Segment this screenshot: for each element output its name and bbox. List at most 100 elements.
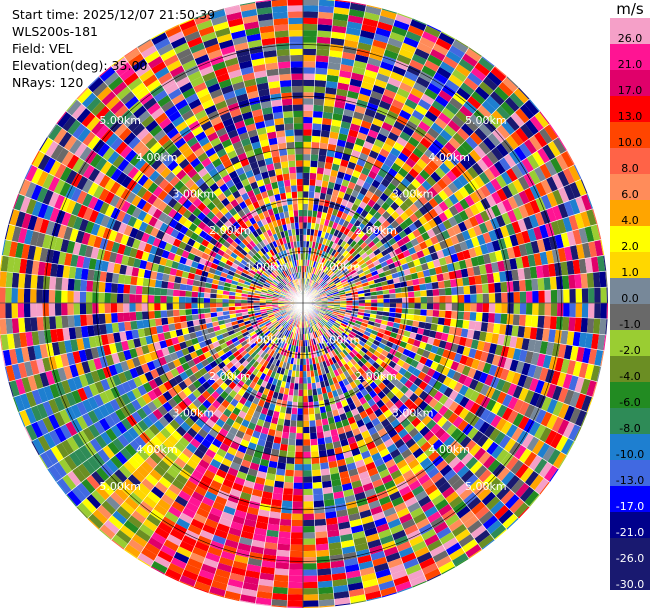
radar-gate xyxy=(435,363,445,374)
radar-gate xyxy=(437,373,447,384)
radar-gate xyxy=(323,168,332,176)
radar-gate xyxy=(448,216,458,227)
radar-gate xyxy=(282,494,293,502)
radar-gate xyxy=(355,246,363,254)
radar-gate xyxy=(477,487,492,502)
radar-gate xyxy=(500,248,510,261)
radar-gate xyxy=(331,314,338,319)
radar-gate xyxy=(459,487,474,501)
radar-gate xyxy=(303,203,309,211)
radar-gate xyxy=(303,433,311,440)
radar-gate xyxy=(586,272,595,289)
radar-gate xyxy=(344,314,351,319)
radar-gate xyxy=(430,361,439,371)
radar-gate xyxy=(313,292,319,297)
radar-gate xyxy=(438,32,455,46)
radar-gate xyxy=(439,464,453,477)
radar-gate xyxy=(545,341,555,356)
radar-gate xyxy=(443,124,457,137)
radar-gate xyxy=(415,362,425,372)
radar-gate xyxy=(426,303,434,310)
radar-gate xyxy=(563,405,576,422)
radar-gate xyxy=(541,396,552,412)
radar-gate xyxy=(307,203,314,211)
radar-gate xyxy=(360,278,368,284)
radar-gate xyxy=(352,66,366,76)
radar-gate xyxy=(376,232,385,241)
radar-gate xyxy=(272,586,289,595)
radar-gate xyxy=(322,238,328,246)
radar-gate xyxy=(271,599,288,607)
radar-gate xyxy=(326,269,333,276)
radar-gate xyxy=(361,217,370,226)
radar-gate xyxy=(338,165,348,174)
radar-gate xyxy=(48,303,56,317)
radar-gate xyxy=(441,174,453,186)
radar-gate xyxy=(332,157,342,166)
radar-gate xyxy=(417,98,432,111)
radar-gate xyxy=(178,303,186,310)
radar-gate xyxy=(485,181,497,195)
radar-gate xyxy=(442,185,454,198)
radar-gate xyxy=(523,326,532,339)
radar-gate xyxy=(474,245,483,257)
radar-gate xyxy=(506,346,516,360)
radar-gate xyxy=(403,197,414,208)
radar-gate xyxy=(316,549,330,557)
radar-gate xyxy=(311,463,321,471)
radar-gate xyxy=(486,150,499,165)
radar-gate xyxy=(481,491,496,506)
radar-gate xyxy=(330,37,345,46)
radar-gate xyxy=(303,371,307,378)
radar-gate xyxy=(444,255,453,265)
radar-gate xyxy=(575,393,587,410)
radar-gate xyxy=(336,231,344,239)
radar-gate xyxy=(443,279,452,289)
radar-gate xyxy=(203,297,211,303)
radar-gate xyxy=(474,200,486,213)
radar-gate xyxy=(498,509,514,525)
radar-gate xyxy=(426,289,434,297)
radar-gate xyxy=(469,311,477,322)
radar-gate xyxy=(407,260,416,269)
radar-gate xyxy=(467,367,477,379)
radar-gate xyxy=(327,308,334,311)
radar-gate xyxy=(544,160,558,177)
radar-gate xyxy=(350,365,358,374)
radar-gate xyxy=(298,377,303,384)
radar-gate xyxy=(314,261,319,269)
radar-gate xyxy=(303,439,311,446)
radar-gate xyxy=(481,56,495,67)
radar-gate xyxy=(419,241,428,250)
radar-gate xyxy=(79,291,87,303)
radar-gate xyxy=(303,160,311,167)
radar-gate xyxy=(518,142,532,158)
radar-gate xyxy=(494,250,504,262)
radar-gate xyxy=(330,273,337,280)
radar-gate xyxy=(505,270,513,282)
radar-gate xyxy=(330,195,338,203)
radar-gate xyxy=(335,196,343,205)
radar-gate xyxy=(518,401,530,416)
radar-gate xyxy=(369,224,378,233)
radar-gate xyxy=(470,90,486,105)
radar-gate xyxy=(334,259,341,267)
radar-gate xyxy=(515,256,524,269)
radar-gate xyxy=(332,19,348,28)
radar-gate xyxy=(524,202,535,217)
radar-gate xyxy=(383,187,393,197)
radar-gate xyxy=(362,244,371,253)
radar-gate xyxy=(362,75,376,85)
radar-gate xyxy=(401,433,413,444)
radar-gate xyxy=(358,272,366,278)
radar-gate xyxy=(314,268,319,275)
radar-gate xyxy=(319,136,330,144)
radar-gate xyxy=(303,513,315,521)
radar-gate xyxy=(313,309,319,314)
radar-gate xyxy=(410,345,419,354)
radar-gate xyxy=(462,423,474,436)
radar-gate xyxy=(438,200,449,212)
radar-gate xyxy=(378,342,386,350)
radar-gate xyxy=(310,287,315,294)
radar-gate xyxy=(352,355,360,363)
